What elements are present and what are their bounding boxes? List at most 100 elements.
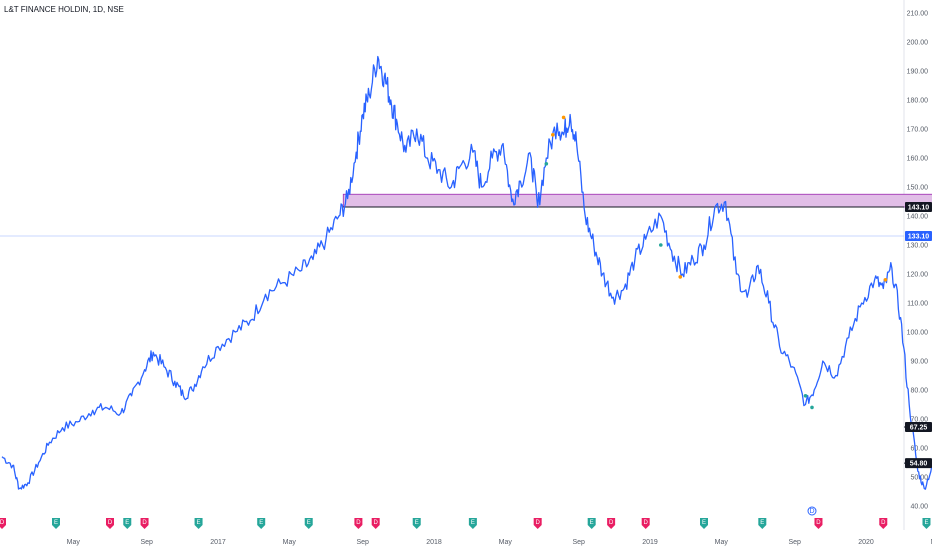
event-marker[interactable]: D: [641, 518, 650, 529]
event-marker[interactable]: E: [52, 518, 60, 529]
event-marker-label: E: [125, 520, 129, 526]
event-marker-label: E: [415, 520, 419, 526]
event-marker-shape: [354, 518, 363, 529]
event-marker-shape: [52, 518, 60, 529]
level-price-tag-text: 54.80: [910, 461, 928, 468]
event-marker[interactable]: E: [587, 518, 596, 529]
event-marker[interactable]: E: [700, 518, 708, 529]
signal-dot: [678, 275, 683, 279]
x-tick-label: May: [67, 539, 81, 546]
event-marker-label: D: [374, 520, 379, 526]
resistance-zone: [342, 193, 932, 208]
event-marker[interactable]: D: [533, 518, 542, 529]
event-marker-label: D: [609, 520, 614, 526]
event-marker-shape: [533, 518, 542, 529]
event-marker[interactable]: D: [879, 518, 888, 529]
event-marker-shape: [194, 518, 203, 529]
event-marker-label: E: [54, 520, 58, 526]
y-tick-label: 190.00: [907, 69, 929, 76]
event-marker[interactable]: E: [194, 518, 203, 529]
event-marker-shape: [922, 518, 931, 529]
event-marker-shape: [412, 518, 421, 529]
y-tick-label: 210.00: [907, 11, 929, 18]
event-marker[interactable]: E: [257, 518, 266, 529]
event-marker[interactable]: D: [140, 518, 149, 529]
event-marker[interactable]: D: [371, 518, 380, 529]
event-marker-label: E: [307, 520, 311, 526]
event-marker-label: E: [702, 520, 706, 526]
event-marker-shape: [106, 518, 114, 529]
y-tick-label: 160.00: [907, 156, 929, 163]
y-tick-label: 60.00: [910, 446, 928, 453]
event-marker[interactable]: D: [814, 518, 823, 529]
current-price-tag-bg: [905, 231, 932, 242]
x-tick-label: 2017: [210, 539, 226, 546]
event-marker-label: D: [881, 520, 886, 526]
level-price-tag-bg: [905, 202, 932, 213]
event-marker-shape: [758, 518, 767, 529]
event-marker[interactable]: E: [922, 518, 931, 529]
symbol-title: L&T FINANCE HOLDIN, 1D, NSE: [4, 5, 124, 14]
event-marker[interactable]: D: [354, 518, 363, 529]
x-tick-label: May: [283, 539, 297, 546]
signal-dot: [883, 278, 888, 282]
event-marker-shape: [587, 518, 596, 529]
x-tick-label: 2019: [642, 539, 658, 546]
event-marker-label: E: [471, 520, 475, 526]
current-price-tag-text: 133.10: [908, 234, 930, 241]
signal-dot: [803, 394, 808, 398]
y-tick-label: 90.00: [910, 359, 928, 366]
signal-dot: [810, 405, 814, 410]
event-marker[interactable]: E: [123, 518, 132, 529]
signal-dot: [544, 162, 549, 166]
y-tick-label: 70.00: [910, 417, 928, 424]
event-marker[interactable]: E: [758, 518, 767, 529]
event-marker-shape: [371, 518, 380, 529]
event-marker-shape: [607, 518, 616, 529]
x-tick-label: May: [715, 539, 729, 546]
level-price-tag-text: 143.10: [908, 205, 930, 212]
x-tick-label: May: [499, 539, 513, 546]
event-marker-label: E: [197, 520, 201, 526]
signal-dot: [561, 115, 566, 120]
y-tick-label: 150.00: [907, 185, 929, 192]
y-tick-label: 110.00: [907, 301, 928, 308]
y-tick-label: 80.00: [910, 388, 928, 395]
event-marker-shape: [257, 518, 266, 529]
event-marker-label: E: [760, 520, 764, 526]
dividend-circle-marker: [807, 506, 817, 516]
x-tick-label: Sep: [356, 539, 369, 546]
event-marker-label: D: [644, 520, 649, 526]
event-marker-shape: [641, 518, 650, 529]
event-marker-label: D: [536, 520, 541, 526]
event-marker-shape: [700, 518, 708, 529]
x-tick-label: Sep: [140, 539, 153, 546]
event-marker[interactable]: E: [412, 518, 421, 529]
event-marker-shape: [879, 518, 888, 529]
level-price-tag-text: 67.25: [910, 424, 928, 431]
current-price-tag: 133.10: [905, 231, 932, 242]
y-tick-label: 200.00: [907, 40, 929, 47]
price-line: [1, 55, 932, 490]
event-marker[interactable]: E: [304, 518, 313, 529]
event-marker[interactable]: D: [0, 518, 6, 529]
event-marker-shape: [304, 518, 313, 529]
signal-dot: [551, 133, 555, 137]
x-tick-label: Sep: [788, 539, 801, 546]
event-marker-shape: [814, 518, 823, 529]
y-tick-label: 140.00: [907, 214, 929, 221]
dividend-circle-label: D: [809, 508, 814, 515]
event-marker-label: E: [259, 520, 263, 526]
x-tick-label: 2018: [426, 539, 442, 546]
event-marker[interactable]: D: [607, 518, 616, 529]
event-marker-label: E: [590, 520, 594, 526]
event-marker[interactable]: E: [468, 518, 477, 529]
event-marker-label: D: [356, 520, 361, 526]
y-tick-label: 170.00: [907, 127, 929, 134]
signal-dot: [659, 243, 663, 247]
event-marker[interactable]: D: [106, 518, 114, 529]
event-marker-shape: [140, 518, 149, 529]
y-tick-label: 40.00: [910, 504, 928, 511]
level-price-tag: 143.10: [905, 202, 932, 213]
